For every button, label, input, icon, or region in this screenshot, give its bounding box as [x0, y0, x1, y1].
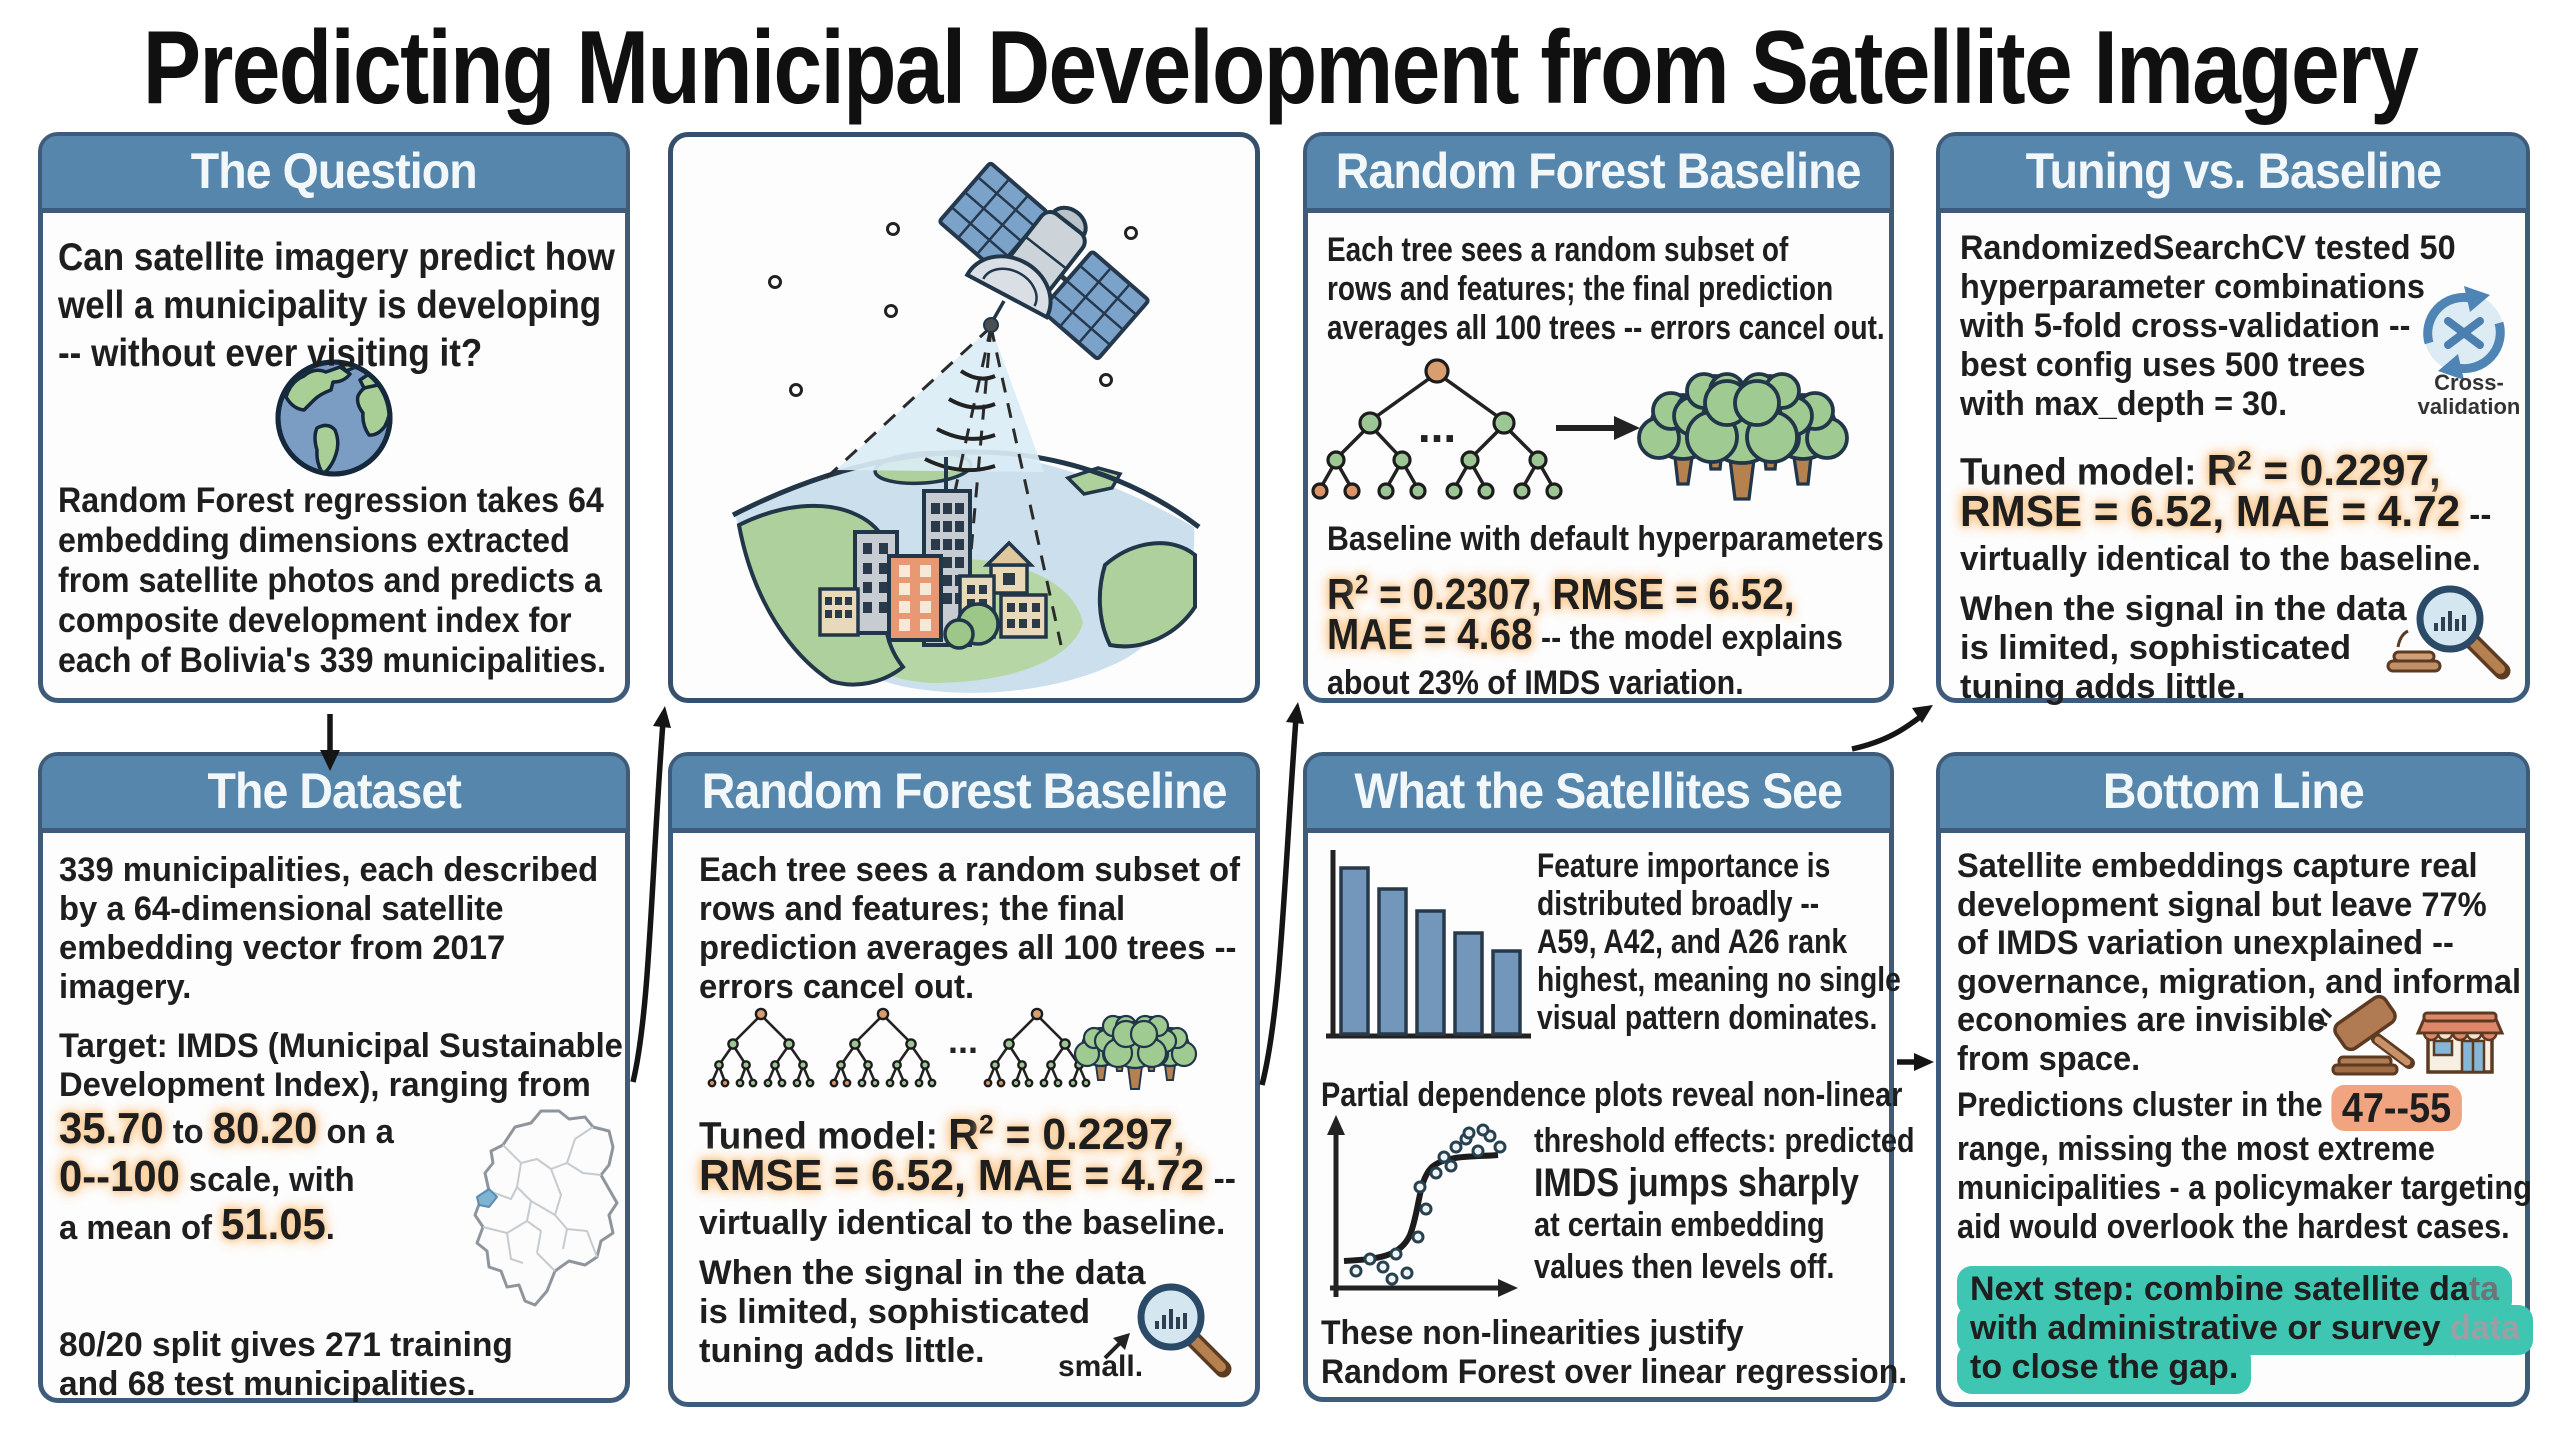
- svg-text:Cross-: Cross-: [2434, 370, 2504, 395]
- svg-text:...: ...: [1418, 400, 1456, 452]
- svg-text:...: ...: [948, 1020, 978, 1061]
- svg-text:validation: validation: [2418, 394, 2521, 419]
